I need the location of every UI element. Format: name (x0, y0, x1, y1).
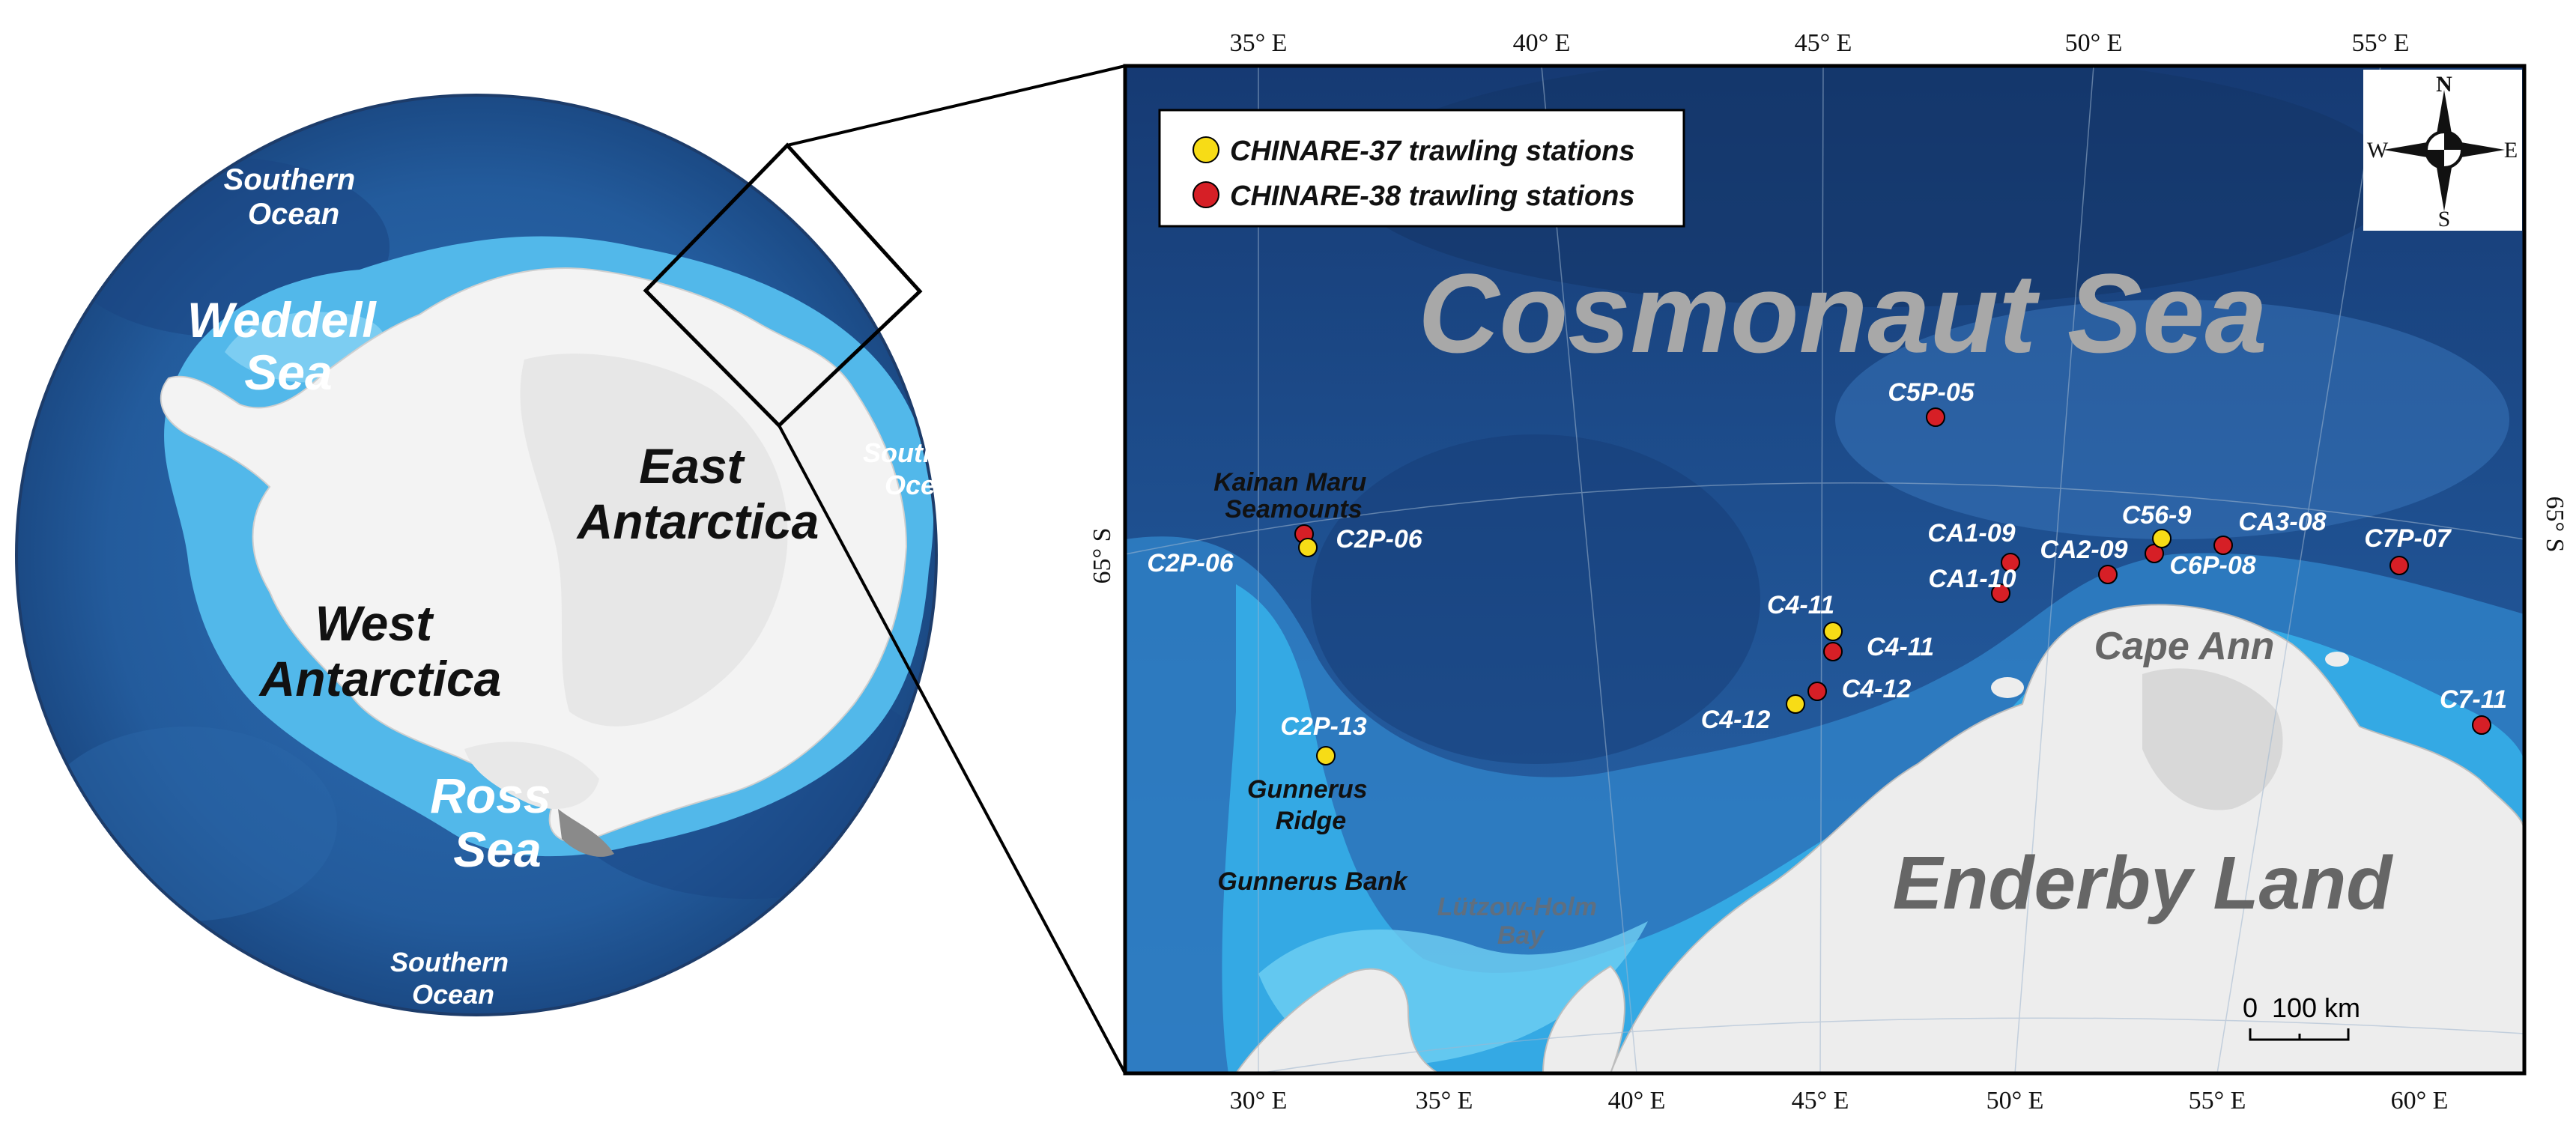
svg-text:Southern Ocean: Southern Ocean (863, 437, 989, 500)
scale-zero: 0 (2243, 992, 2258, 1023)
station-38-c4-12[interactable] (1807, 682, 1827, 701)
legend-dot-37 (1192, 136, 1219, 163)
label-southern-ocean-s: Southern (390, 947, 509, 977)
compass-s: S (2438, 207, 2451, 231)
station-38-ca2-09[interactable] (2098, 565, 2118, 584)
station-label-c4-12-b: C4-12 (1701, 706, 1771, 734)
station-label-ca2-09: CA2-09 (2040, 536, 2127, 564)
station-38-c4-11[interactable] (1823, 642, 1843, 661)
connector-bottom (778, 425, 1127, 1074)
label-west-antarctica: West (315, 595, 435, 651)
station-37-c2p-13[interactable] (1316, 746, 1336, 765)
label-cosmonaut-sea: Cosmonaut Sea (1418, 250, 2267, 376)
station-label-ca3-08: CA3-08 (2238, 508, 2326, 536)
label-lutzow-holm-bay: Lützow-Holm (1437, 893, 1597, 921)
station-label-c2p-13: C2P-13 (1280, 712, 1366, 741)
label-weddell-sea: Weddell (187, 292, 377, 348)
svg-text:Kainan Maru Seamounts: Kainan Maru Seamounts (1213, 468, 1374, 524)
svg-text:Southern Ocean: Southern Ocean (224, 163, 364, 231)
station-label-c7-11: C7-11 (2440, 685, 2507, 714)
tick-bottom-40: 40° E (1608, 1087, 1666, 1115)
stations-chinare-38 (1294, 407, 2491, 735)
tick-top-55: 55° E (2352, 29, 2410, 57)
station-label-c56-9: C56-9 (2122, 501, 2192, 530)
station-label-c5p-05: C5P-05 (1888, 378, 1975, 407)
svg-text:Southern Ocean: Southern Ocean (390, 947, 516, 1010)
station-label-c4-11-b: C4-11 (1867, 633, 1934, 661)
inset-outline (643, 142, 923, 428)
tick-bottom-30: 30° E (1230, 1087, 1288, 1115)
label-southern-ocean-nw: Southern (224, 163, 356, 196)
station-label-ca1-10: CA1-10 (1928, 565, 2016, 593)
legend-dot-38 (1192, 181, 1219, 208)
station-label-c6p-08: C6P-08 (2169, 551, 2255, 580)
station-38-c7-11[interactable] (2472, 715, 2491, 735)
tick-bottom-55: 55° E (2189, 1087, 2246, 1115)
station-37-c2p-06[interactable] (1298, 538, 1318, 557)
label-cape-ann: Cape Ann (2094, 625, 2275, 668)
scale-label: 100 km (2272, 992, 2360, 1023)
station-label-c2p-06-b: C2P-06 (1147, 549, 1234, 577)
compass-e: E (2504, 138, 2518, 163)
tick-bottom-35: 35° E (1416, 1087, 1473, 1115)
svg-text:Weddell Sea: Weddell Sea (187, 292, 390, 400)
station-37-c4-12[interactable] (1786, 694, 1805, 714)
svg-text:Lützow-Holm Bay: Lützow-Holm Bay (1437, 893, 1604, 950)
station-38-ca1-10[interactable] (1991, 583, 2010, 603)
legend-label-38: CHINARE-38 trawling stations (1230, 181, 1635, 212)
detail-map: 35° E 40° E 45° E 50° E 55° E 30° E 35° … (1088, 29, 2569, 1115)
scale-bar: 0 100 km (2243, 992, 2360, 1041)
station-label-c2p-06-a: C2P-06 (1336, 525, 1422, 554)
svg-text:East Antarctica: East Antarctica (576, 438, 819, 549)
svg-text:Gunnerus Ridge: Gunnerus Ridge (1247, 775, 1375, 835)
label-kainan-maru: Kainan Maru (1213, 468, 1366, 497)
station-38-ca1-09[interactable] (2001, 553, 2020, 572)
station-label-ca1-09: CA1-09 (1927, 519, 2015, 548)
legend-label-37: CHINARE-37 trawling stations (1230, 136, 1635, 167)
stations-chinare-37 (1298, 529, 2172, 765)
tick-top-50: 50° E (2065, 29, 2123, 57)
label-east-antarctica: East (639, 438, 745, 494)
tick-bottom-60: 60° E (2391, 1087, 2449, 1115)
station-38-ca3-08[interactable] (2213, 536, 2233, 555)
legend-box (1158, 109, 1685, 228)
label-southern-ocean-e: Southern (863, 437, 981, 468)
label-gunnerus-bank: Gunnerus Bank (1217, 867, 1408, 896)
legend: CHINARE-37 trawling stations CHINARE-38 … (1158, 109, 1685, 228)
map-frame (1123, 64, 2527, 1076)
station-37-c4-11[interactable] (1823, 622, 1843, 641)
station-38-c5p-05[interactable] (1926, 407, 1945, 427)
enderby-land (1609, 604, 2524, 1073)
station-38-c7p-07[interactable] (2389, 556, 2409, 575)
compass: N S E W (2363, 70, 2522, 231)
tick-top-35: 35° E (1230, 29, 1288, 57)
station-label-c4-11-a: C4-11 (1767, 591, 1834, 619)
tick-top-45: 45° E (1795, 29, 1852, 57)
connector-top (787, 64, 1126, 147)
label-enderby-land: Enderby Land (1893, 841, 2394, 925)
tick-bottom-50: 50° E (1986, 1087, 2044, 1115)
compass-w: W (2367, 138, 2389, 163)
label-gunnerus-ridge: Gunnerus (1247, 775, 1368, 804)
compass-n: N (2436, 72, 2452, 97)
tick-top-40: 40° E (1513, 29, 1571, 57)
graticule (1125, 66, 2524, 1073)
svg-text:West Antarctica: West Antarctica (258, 595, 502, 706)
station-label-c7p-07: C7P-07 (2364, 524, 2452, 553)
station-37-c56-9[interactable] (2152, 529, 2172, 548)
svg-text:Ross Sea: Ross Sea (430, 768, 565, 877)
tick-bottom-45: 45° E (1792, 1087, 1849, 1115)
lat-label-right: 65° S (2541, 496, 2569, 552)
label-ross-sea: Ross (430, 768, 551, 823)
station-label-c4-12-a: C4-12 (1842, 675, 1912, 703)
overview-globe: Southern Ocean Weddell Sea East Antarcti… (15, 94, 989, 1016)
lat-label-left: 65° S (1088, 527, 1116, 583)
